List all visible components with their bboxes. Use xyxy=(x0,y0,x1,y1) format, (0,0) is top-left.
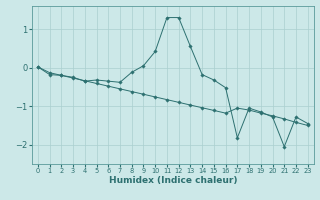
X-axis label: Humidex (Indice chaleur): Humidex (Indice chaleur) xyxy=(108,176,237,185)
